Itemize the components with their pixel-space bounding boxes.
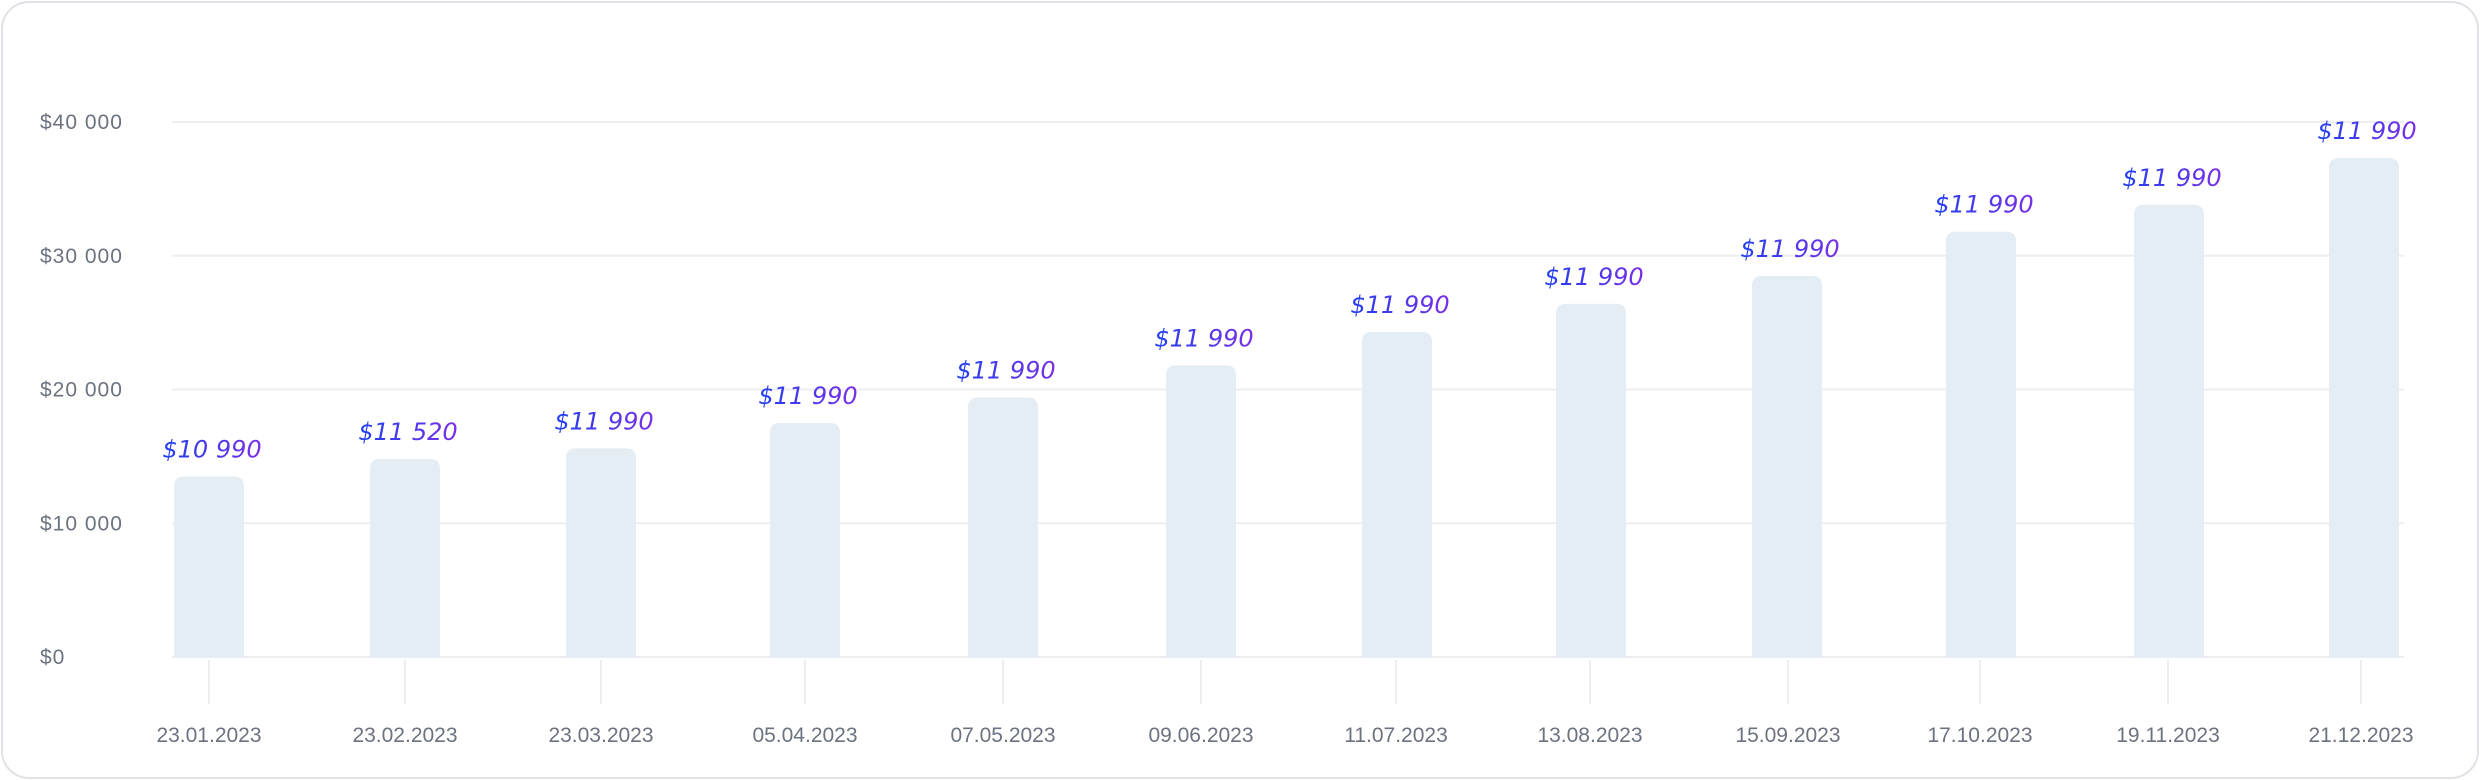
y-tick-label: $30 000 (40, 245, 123, 268)
x-tick-label: 19.11.2023 (2116, 724, 2220, 747)
data-labels: $10 990 $11 520 $11 990 $11 990 $11 990 $11 9… (162, 117, 2416, 463)
data-label: $11 990 (554, 407, 653, 435)
x-tick-label: 07.05.2023 (950, 724, 1055, 747)
y-axis-ticks: $0 $10 000 $20 000 $30 000 $40 000 (40, 111, 123, 669)
data-label: $11 520 (358, 418, 457, 446)
bar (174, 476, 244, 657)
bars (174, 158, 2399, 658)
gridlines (172, 121, 2404, 658)
data-label: $11 990 (1154, 324, 1253, 352)
bar (1752, 275, 1822, 657)
bar (1166, 365, 1236, 657)
x-tick-label: 05.04.2023 (752, 724, 857, 747)
data-label: $11 990 (2122, 164, 2221, 192)
data-label: $11 990 (1740, 235, 1839, 263)
y-tick-label: $40 000 (40, 111, 123, 134)
data-label: $11 990 (758, 382, 857, 410)
x-tick-label: 21.12.2023 (2308, 724, 2413, 747)
bar (968, 397, 1038, 657)
bar (2329, 158, 2399, 658)
bar (1362, 331, 1432, 657)
bar (370, 459, 440, 657)
data-label: $11 990 (1544, 263, 1643, 291)
x-tick-label: 23.01.2023 (156, 724, 261, 747)
bar (566, 448, 636, 657)
data-label: $11 990 (2317, 117, 2416, 145)
y-tick-label: $20 000 (40, 379, 123, 402)
x-tick-label: 23.03.2023 (548, 724, 653, 747)
x-tick-label: 15.09.2023 (1735, 724, 1840, 747)
y-tick-label: $10 000 (40, 512, 123, 535)
data-label: $11 990 (1934, 191, 2033, 219)
y-tick-label: $0 (40, 646, 65, 669)
data-label: $11 990 (1350, 291, 1449, 319)
data-label: $11 990 (956, 357, 1055, 385)
x-tick-label: 17.10.2023 (1927, 724, 2032, 747)
bar (1556, 303, 1626, 657)
bar (1946, 231, 2016, 658)
x-axis-ticks: 23.01.2023 23.02.2023 23.03.2023 05.04.2023… (156, 660, 2414, 747)
x-tick-label: 11.07.2023 (1344, 724, 1448, 747)
x-tick-label: 13.08.2023 (1537, 724, 1642, 747)
x-tick-label: 09.06.2023 (1148, 724, 1253, 747)
data-label: $10 990 (162, 435, 261, 463)
bar (770, 422, 840, 657)
x-tick-label: 23.02.2023 (352, 724, 457, 747)
bar (2134, 204, 2204, 658)
